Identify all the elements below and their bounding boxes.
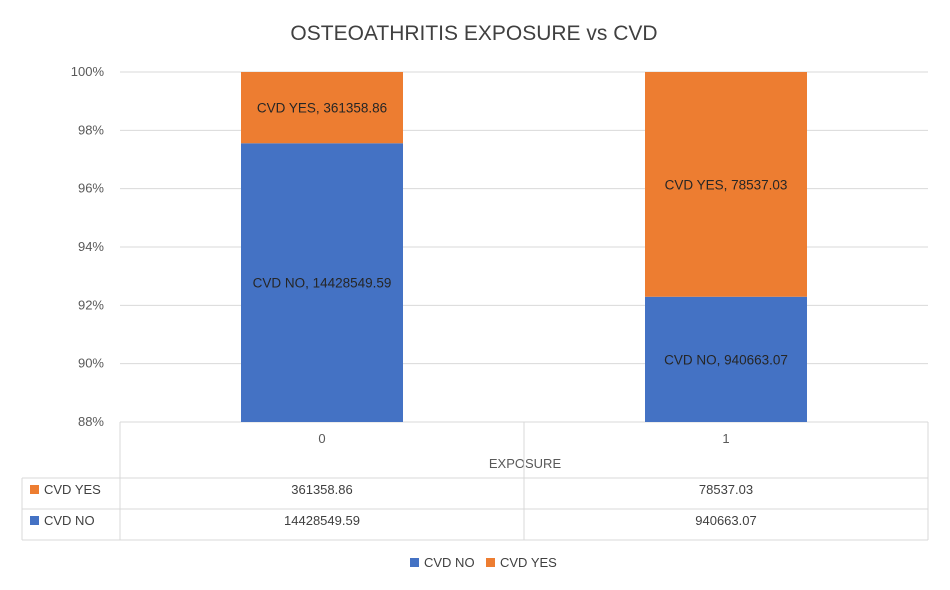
legend-key	[410, 558, 419, 567]
x-tick-label: 0	[318, 431, 325, 446]
legend-label: CVD YES	[500, 555, 557, 570]
data-labels: CVD NO, 14428549.59 CVD YES, 361358.86 CVD…	[253, 101, 788, 368]
x-tick-label: 1	[722, 431, 729, 446]
chart-title: OSTEOATHRITIS EXPOSURE vs CVD	[290, 22, 657, 45]
table-row-label: CVD YES	[44, 482, 101, 497]
bar-segment	[241, 72, 403, 144]
legend-key	[486, 558, 495, 567]
table-cell: 14428549.59	[284, 513, 360, 528]
legend-label: CVD NO	[424, 555, 475, 570]
data-label: CVD YES, 361358.86	[257, 101, 387, 116]
table-legend-key	[30, 516, 39, 525]
y-tick-label: 100%	[71, 64, 105, 79]
bars	[241, 72, 807, 422]
data-table: EXPOSURE 0 1 CVD YES 361358.86 78537.03 CVD N…	[21, 422, 929, 541]
bar-segment	[241, 143, 403, 422]
data-label: CVD NO, 940663.07	[664, 352, 788, 367]
legend: CVD NO CVD YES	[410, 555, 557, 570]
bar-segment	[645, 296, 807, 422]
y-tick-label: 94%	[78, 239, 104, 254]
y-tick-label: 96%	[78, 181, 104, 196]
data-label: CVD NO, 14428549.59	[253, 276, 392, 291]
y-axis: 88% 90% 92% 94% 96% 98% 100%	[71, 64, 105, 429]
y-tick-label: 90%	[78, 356, 104, 371]
table-row-label: CVD NO	[44, 513, 95, 528]
y-tick-label: 92%	[78, 297, 104, 312]
table-cell: 361358.86	[291, 482, 352, 497]
x-axis-title: EXPOSURE	[489, 456, 562, 471]
table-cell: 940663.07	[695, 513, 756, 528]
data-label: CVD YES, 78537.03	[665, 177, 788, 192]
table-legend-key	[30, 485, 39, 494]
table-cell: 78537.03	[699, 482, 753, 497]
bar-segment	[645, 72, 807, 297]
y-tick-label: 88%	[78, 414, 104, 429]
y-tick-label: 98%	[78, 122, 104, 137]
